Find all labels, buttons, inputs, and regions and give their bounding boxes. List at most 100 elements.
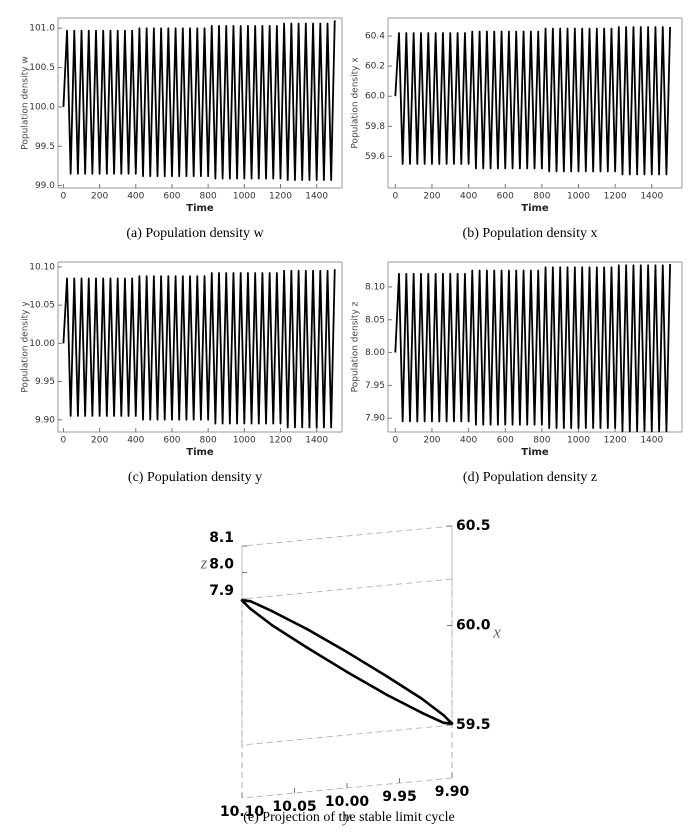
caption: (a) Population density w [126, 226, 264, 241]
x-tick-label: 1200 [269, 436, 292, 446]
x-tick-label: 200 [423, 436, 440, 446]
y-tick-label: 10.05 [272, 799, 316, 815]
cycle-segment [442, 721, 454, 725]
cycle-segment [345, 670, 389, 697]
x-tick-label: 400 [127, 436, 144, 446]
x-tick-label: 60.0 [456, 618, 491, 634]
caption: (e) Projection of the stable limit cycle [243, 810, 454, 825]
y-axis-label: Population density x [351, 57, 361, 149]
cycle-segment [385, 675, 423, 700]
x-tick-label: 400 [460, 192, 477, 202]
cycle-segment [249, 599, 274, 613]
y-tick-label: 10.10 [220, 804, 265, 820]
x-tick-label: 400 [127, 192, 144, 202]
y-tick-label: 100.0 [29, 102, 55, 112]
y-tick-label: 100.5 [29, 63, 55, 73]
x-axis-label: Time [186, 203, 214, 214]
x-axis-label: Time [186, 447, 214, 458]
x-tick-label: 1200 [269, 192, 292, 202]
x-tick-label: 1400 [305, 436, 328, 446]
y-tick-label: 59.8 [365, 122, 385, 132]
x-tick-label: 600 [497, 436, 514, 446]
x-tick-label: 1000 [567, 192, 590, 202]
x-axis-label: Time [521, 447, 549, 458]
cycle-segment [420, 697, 445, 717]
y-tick-label: 8.10 [365, 282, 385, 292]
y-tick-label: 9.95 [35, 377, 55, 387]
y-tick-label: 60.4 [365, 32, 385, 42]
box-edge [241, 525, 453, 547]
y-tick-label: 7.90 [365, 414, 385, 424]
caption: (d) Population density z [463, 470, 597, 485]
box-edge [241, 724, 453, 746]
y-tick-label: 101.0 [29, 24, 55, 34]
y-tick-label: 7.95 [365, 381, 385, 391]
x-tick-label: 600 [163, 192, 180, 202]
y-tick-label: 10.00 [325, 794, 370, 810]
x-tick-label: 400 [460, 436, 477, 446]
cycle-segment [305, 627, 349, 654]
caption: (b) Population density x [463, 226, 598, 241]
x-tick-label: 1000 [233, 192, 256, 202]
y-tick-label: 8.00 [365, 348, 385, 358]
x-tick-label: 200 [91, 436, 108, 446]
data-line [394, 26, 671, 176]
x-tick-label: 200 [91, 192, 108, 202]
x-tick-label: 0 [392, 192, 398, 202]
x-tick-label: 800 [533, 436, 550, 446]
x-tick-label: 0 [392, 436, 398, 446]
x-axis-label: x [492, 622, 501, 641]
x-tick-label: 60.5 [456, 518, 491, 534]
cycle-segment [249, 607, 274, 627]
cycle-segment [305, 646, 349, 674]
x-tick-label: 1400 [305, 192, 328, 202]
y-tick-label: 9.90 [435, 784, 470, 800]
y-tick-label: 60.0 [365, 92, 385, 102]
x-tick-label: 1000 [567, 436, 590, 446]
x-tick-label: 0 [61, 192, 67, 202]
y-tick-label: 8.05 [365, 315, 385, 325]
x-tick-label: 1000 [233, 436, 256, 446]
x-tick-label: 1200 [604, 192, 627, 202]
z-tick-label: 8.0 [209, 557, 234, 573]
y-tick-label: 10.10 [29, 262, 55, 272]
y-axis-label: Population density y [21, 301, 31, 393]
y-tick-label: 10.00 [29, 339, 55, 349]
y-tick-label: 99.5 [35, 142, 55, 152]
cycle-segment [271, 624, 309, 649]
z-axis-label: z [200, 553, 208, 572]
y-tick-label: 59.6 [365, 152, 385, 162]
cycle-segment [271, 610, 309, 631]
x-tick-label: 1400 [640, 192, 663, 202]
x-tick-label: 800 [200, 192, 217, 202]
y-tick-label: 9.95 [382, 789, 417, 805]
x-tick-label: 600 [497, 192, 514, 202]
x-tick-label: 800 [200, 436, 217, 446]
z-tick-label: 8.1 [209, 530, 234, 546]
y-axis-label: Population density w [21, 56, 31, 149]
x-axis-label: Time [521, 203, 549, 214]
x-tick-label: 0 [61, 436, 67, 446]
x-tick-label: 200 [423, 192, 440, 202]
y-tick-label: 60.2 [365, 62, 385, 72]
caption: (c) Population density y [128, 470, 262, 485]
x-tick-label: 600 [163, 436, 180, 446]
y-tick-label: 99.0 [35, 181, 55, 191]
cycle-segment [240, 599, 252, 611]
y-tick-label: 10.05 [29, 301, 55, 311]
x-tick-label: 800 [533, 192, 550, 202]
data-line [62, 20, 336, 182]
x-tick-label: 1200 [604, 436, 627, 446]
y-axis-label: y [341, 807, 351, 826]
cycle-segment [385, 693, 423, 714]
x-tick-label: 59.5 [456, 717, 491, 733]
data-line [394, 263, 671, 433]
y-axis-label: Population density z [351, 301, 361, 392]
x-tick-label: 1400 [640, 436, 663, 446]
y-tick-label: 9.90 [35, 415, 55, 425]
cycle-segment [345, 650, 389, 678]
cycle-segment [420, 711, 445, 725]
data-line [62, 269, 336, 429]
box-edge [241, 578, 453, 600]
